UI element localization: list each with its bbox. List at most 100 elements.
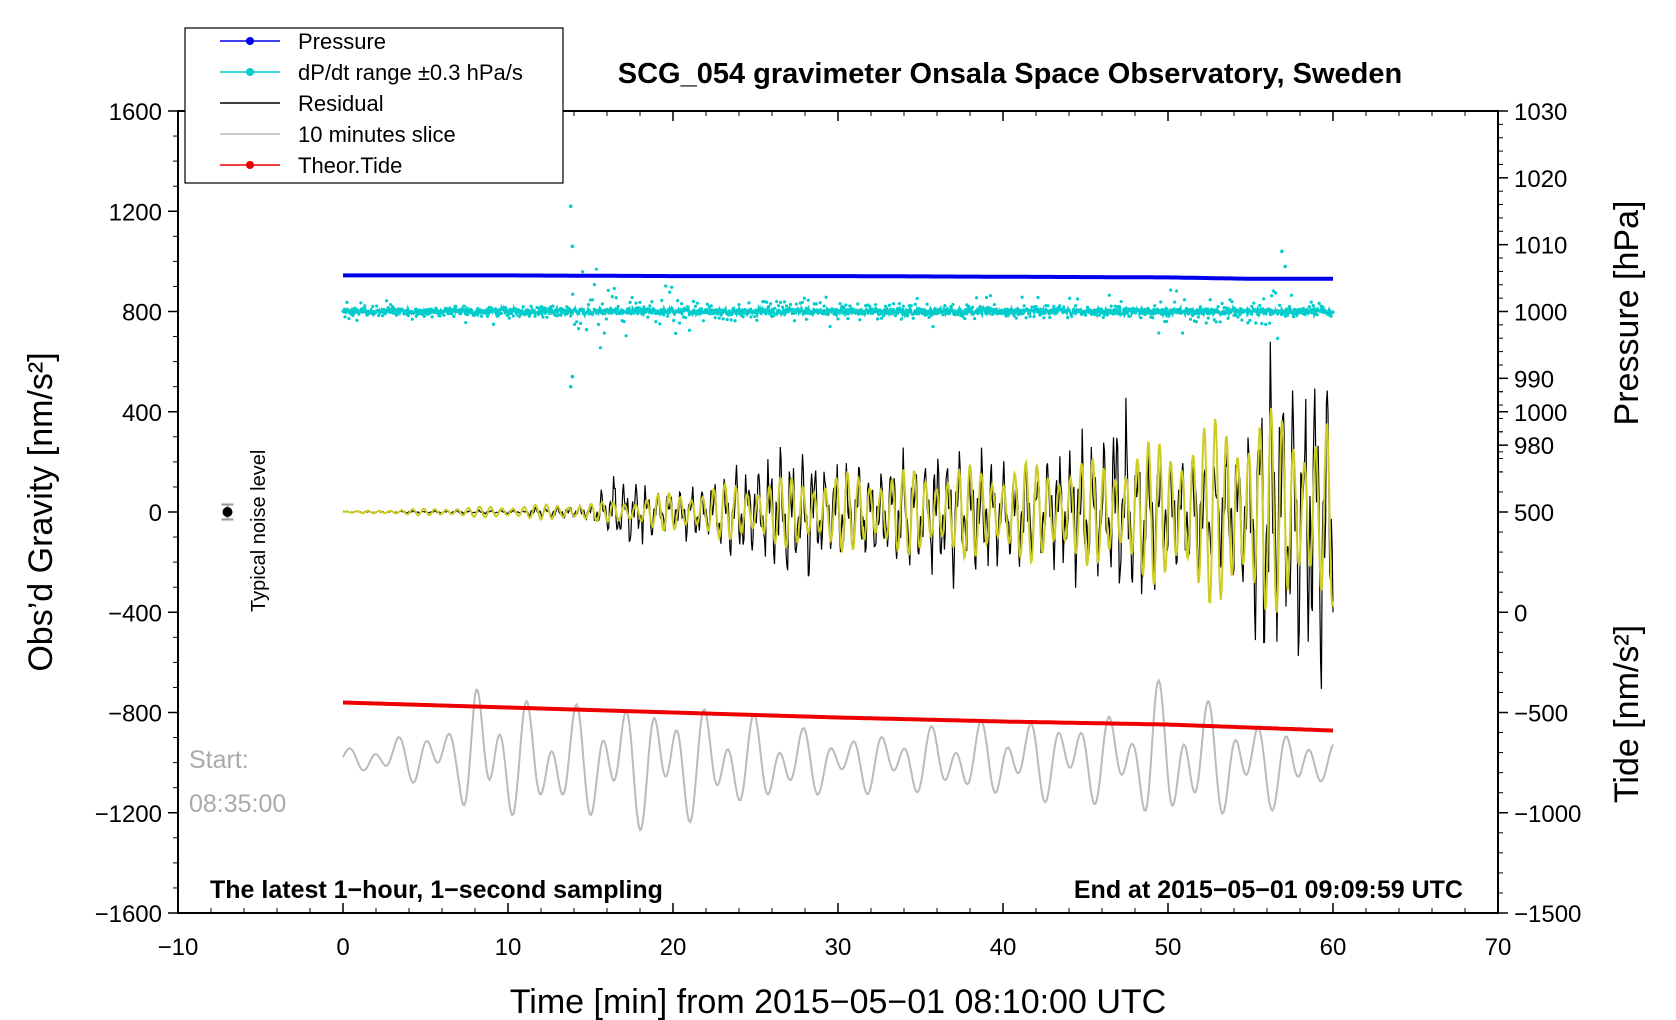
- dpdt-point: [1178, 311, 1183, 315]
- dpdt-point: [628, 300, 632, 304]
- dpdt-point: [743, 311, 747, 315]
- dpdt-point: [826, 313, 830, 317]
- dpdt-point: [529, 304, 533, 308]
- dpdt-point: [616, 304, 620, 309]
- dpdt-point: [1046, 304, 1050, 308]
- y-tick-label: −800: [108, 701, 162, 728]
- dpdt-point: [705, 302, 709, 306]
- dpdt-point: [1004, 314, 1008, 318]
- dpdt-point: [664, 284, 668, 288]
- dpdt-point: [1064, 309, 1068, 313]
- dpdt-point: [971, 305, 975, 309]
- dpdt-point: [769, 302, 773, 306]
- dpdt-point: [816, 308, 820, 313]
- dpdt-point: [640, 312, 644, 316]
- dpdt-point: [452, 314, 456, 318]
- dpdt-point: [632, 311, 636, 315]
- dpdt-point: [519, 310, 523, 314]
- dpdt-point: [1196, 315, 1200, 319]
- x-tick-label: 30: [825, 934, 852, 961]
- dpdt-point: [1097, 313, 1101, 317]
- tide-tick-label: 0: [1514, 600, 1527, 627]
- dpdt-point: [1208, 298, 1212, 302]
- dpdt-point: [699, 307, 703, 311]
- noise-label: Typical noise level: [248, 450, 270, 612]
- dpdt-point: [723, 310, 727, 314]
- dpdt-point: [1285, 313, 1290, 317]
- y-tick-label: 1200: [109, 199, 162, 226]
- dpdt-point: [539, 305, 543, 309]
- dpdt-point: [794, 302, 799, 306]
- dpdt-point: [939, 310, 943, 314]
- dpdt-point: [1026, 308, 1030, 312]
- dpdt-point: [887, 303, 892, 307]
- pressure-axis: 1030 1020 1010 1000 990 980: [1498, 99, 1567, 473]
- dpdt-point: [836, 317, 840, 321]
- dpdt-point: [751, 309, 755, 313]
- dpdt-point: [1174, 289, 1179, 293]
- dpdt-point: [786, 309, 791, 314]
- pressure-axis-title: Pressure [hPa]: [1608, 201, 1646, 426]
- dpdt-point: [466, 312, 470, 317]
- dpdt-point: [1260, 322, 1264, 326]
- dpdt-point: [1204, 321, 1208, 325]
- dpdt-point: [1036, 295, 1040, 300]
- dpdt-point: [733, 319, 737, 323]
- dpdt-point: [428, 311, 432, 315]
- dpdt-point: [523, 309, 527, 314]
- y-tick-label: 0: [149, 500, 162, 527]
- dpdt-point: [870, 307, 874, 311]
- dpdt-point: [695, 301, 700, 305]
- dpdt-point: [1307, 305, 1311, 309]
- dpdt-point: [600, 302, 604, 306]
- dpdt-point: [359, 301, 363, 305]
- dpdt-point: [1232, 313, 1236, 317]
- pressure-tick-label: 1000: [1514, 300, 1567, 327]
- dpdt-point: [400, 308, 404, 312]
- dpdt-point: [648, 304, 652, 308]
- dpdt-point: [470, 308, 474, 313]
- dpdt-point: [915, 296, 919, 301]
- dpdt-point: [618, 311, 622, 315]
- dpdt-point: [1054, 310, 1058, 315]
- dpdt-point: [814, 302, 818, 306]
- dpdt-point: [351, 313, 355, 318]
- dpdt-point: [480, 314, 484, 318]
- dpdt-point: [1212, 318, 1216, 322]
- start-label: Start:: [189, 746, 249, 774]
- dpdt-point: [996, 311, 1000, 316]
- dpdt-point: [1270, 294, 1274, 298]
- pressure-tick-label: 1020: [1514, 166, 1567, 193]
- legend-label: Pressure: [298, 29, 386, 54]
- dpdt-point: [636, 306, 640, 310]
- dpdt-point: [1034, 304, 1038, 309]
- dpdt-point: [408, 311, 412, 315]
- dpdt-point: [735, 308, 739, 312]
- dpdt-point: [642, 305, 646, 309]
- dpdt-point: [773, 306, 777, 311]
- dpdt-point: [1244, 309, 1248, 313]
- tide-tick-label: 1000: [1514, 400, 1567, 427]
- dpdt-point: [567, 306, 571, 311]
- dpdt-point: [881, 314, 886, 318]
- dpdt-point: [725, 317, 729, 322]
- dpdt-point: [384, 299, 389, 303]
- dpdt-point: [1159, 300, 1163, 304]
- slice-series: [342, 678, 1334, 832]
- dpdt-point: [414, 314, 418, 318]
- dpdt-point: [1236, 315, 1240, 319]
- dpdt-point: [856, 302, 860, 306]
- dpdt-point: [379, 310, 383, 314]
- dpdt-point: [846, 317, 850, 321]
- dpdt-point: [687, 328, 692, 332]
- dpdt-point: [784, 304, 789, 308]
- dpdt-point: [715, 312, 719, 316]
- dpdt-point: [782, 300, 787, 304]
- dpdt-point: [624, 334, 628, 338]
- dpdt-point: [713, 316, 717, 320]
- tide-line: [342, 700, 1334, 733]
- dpdt-point: [1226, 316, 1230, 320]
- dpdt-point: [357, 312, 361, 316]
- tide-tick-label: 500: [1514, 500, 1554, 527]
